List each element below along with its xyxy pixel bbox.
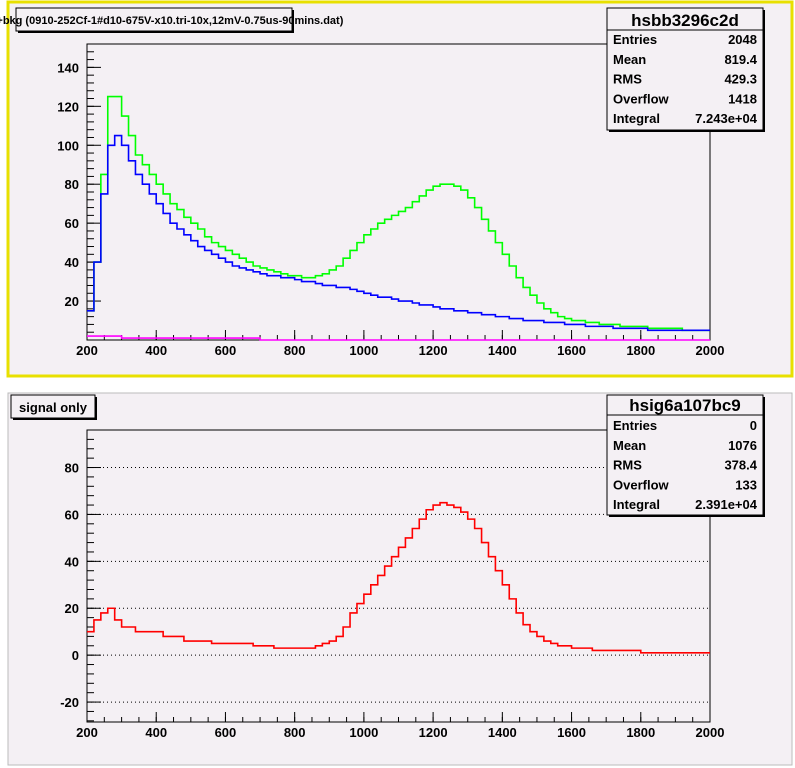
y-tick-label: -20 [60,695,79,710]
x-tick-label: 1200 [419,343,448,358]
y-tick-label: 80 [65,461,79,476]
x-tick-label: 600 [215,725,237,740]
x-tick-label: 1400 [488,343,517,358]
stats-value: 429.3 [724,72,757,87]
stats-label: Overflow [613,91,670,106]
x-tick-label: 1400 [488,725,517,740]
stats-value: 819.4 [724,52,757,67]
histogram-bkg [87,134,710,332]
histogram-signal [87,501,710,654]
y-tick-label: 40 [65,554,79,569]
y-tick-label: 140 [57,60,79,75]
y-tick-label: 20 [65,294,79,309]
x-tick-label: 800 [284,725,306,740]
x-tick-label: 1600 [557,725,586,740]
y-tick-label: 0 [72,648,79,663]
top-title: signal+bkg (0910-252Cf-1#d10-675V-x10.tr… [0,15,344,27]
stats-value: 0 [750,418,757,433]
x-tick-label: 200 [76,343,98,358]
stats-label: Mean [613,438,646,453]
y-tick-label: 80 [65,177,79,192]
top-frame [86,43,711,341]
x-tick-label: 1000 [349,725,378,740]
x-tick-label: 1200 [419,725,448,740]
stats-name: hsbb3296c2d [631,11,739,30]
stats-value: 2.391e+04 [695,497,758,512]
stats-name: hsig6a107bc9 [629,396,741,415]
bottom-title-box[interactable]: signal only [10,394,97,420]
x-tick-label: 1800 [626,343,655,358]
x-tick-label: 400 [145,343,167,358]
top-stats-box[interactable]: hsbb3296c2d Entries 2048 Mean 819.4 RMS 429.3… [606,7,765,132]
x-tick-label: 1800 [626,725,655,740]
stats-label: Integral [613,111,660,126]
stats-label: RMS [613,458,642,473]
stats-value: 7.243e+04 [695,111,758,126]
stats-label: Integral [613,497,660,512]
y-tick-label: 60 [65,216,79,231]
x-tick-label: 2000 [696,343,725,358]
y-tick-label: 60 [65,507,79,522]
stats-value: 1076 [728,438,757,453]
top-pad[interactable]: 20 40 60 80 100 120 140 200 400 600 800 1000 1200 140… [0,0,794,378]
histogram-signal-bkg [87,95,710,332]
y-tick-label: 100 [57,138,79,153]
bottom-title: signal only [19,400,88,415]
stats-value: 1418 [728,91,757,106]
top-title-box[interactable]: signal+bkg (0910-252Cf-1#d10-675V-x10.tr… [0,7,344,33]
stats-label: RMS [613,72,642,87]
x-tick-label: 600 [215,343,237,358]
x-tick-label: 2000 [696,725,725,740]
x-tick-label: 200 [76,725,98,740]
x-tick-label: 800 [284,343,306,358]
x-tick-label: 400 [145,725,167,740]
x-tick-label: 1600 [557,343,586,358]
y-tick-label: 120 [57,99,79,114]
stats-label: Overflow [613,477,670,492]
bottom-stats-box[interactable]: hsig6a107bc9 Entries 0 Mean 1076 RMS 378.4 Ove… [606,394,765,517]
stats-label: Entries [613,418,657,433]
stats-value: 378.4 [724,458,757,473]
y-tick-label: 40 [65,255,79,270]
y-tick-label: 20 [65,601,79,616]
stats-value: 2048 [728,32,757,47]
bottom-pad[interactable]: -20 0 20 40 60 80 200 400 600 800 1000 1200 1400 1600… [7,392,793,766]
stats-label: Entries [613,32,657,47]
bottom-frame [86,429,711,723]
x-tick-label: 1000 [349,343,378,358]
stats-label: Mean [613,52,646,67]
histogram-other [87,335,710,341]
stats-value: 133 [735,477,757,492]
